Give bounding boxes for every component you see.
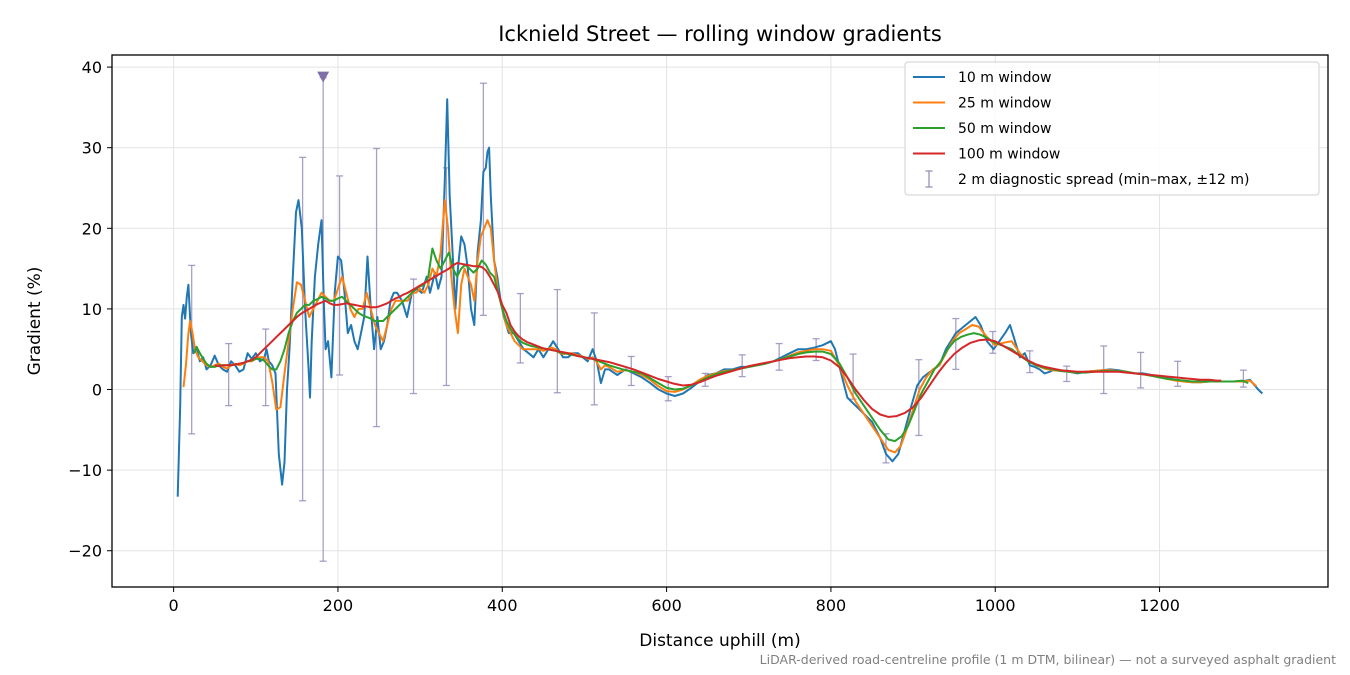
grid <box>112 55 1328 587</box>
plot-frame <box>111 54 1329 588</box>
y-tick-label: −10 <box>68 461 102 480</box>
series-line-10-m-window <box>176 98 1263 497</box>
y-tick-label: 10 <box>82 300 102 319</box>
markers <box>317 71 330 83</box>
y-axis-label: Gradient (%) <box>25 267 45 376</box>
x-tick-label: 200 <box>323 596 354 615</box>
series-lines <box>176 98 1263 497</box>
legend-box <box>904 61 1320 196</box>
series-line-25-m-window <box>182 199 1258 454</box>
x-tick-label: 1200 <box>1139 596 1180 615</box>
y-tick-label: 30 <box>82 139 102 158</box>
x-axis-label: Distance uphill (m) <box>639 631 800 651</box>
y-tick-label: 40 <box>82 58 102 77</box>
legend-label: 100 m window <box>958 147 1060 163</box>
clipped-range-marker <box>317 71 330 83</box>
legend-label: 10 m window <box>958 70 1051 86</box>
x-tick-label: 0 <box>169 596 179 615</box>
axis-ticks: 0 200 400 600 800 1000 1200 −20 −10 0 10 20 30 40 <box>68 58 1180 615</box>
footnote: LiDAR-derived road-centreline profile (1… <box>760 652 1336 667</box>
legend: 10 m window 25 m window 50 m window 100 m w… <box>904 61 1320 196</box>
legend-label: 25 m window <box>958 96 1051 112</box>
series-line-100-m-window <box>214 262 1222 418</box>
chart-title: Icknield Street — rolling window gradien… <box>498 22 942 46</box>
error-bars <box>188 76 1247 562</box>
y-tick-label: −20 <box>68 542 102 561</box>
legend-label: 50 m window <box>958 121 1051 137</box>
plot-area <box>176 76 1263 562</box>
legend-label: 2 m diagnostic spread (min–max, ±12 m) <box>958 172 1249 188</box>
x-tick-label: 400 <box>487 596 518 615</box>
x-tick-label: 600 <box>651 596 682 615</box>
y-tick-label: 20 <box>82 219 102 238</box>
y-tick-label: 0 <box>92 381 102 400</box>
x-tick-label: 1000 <box>975 596 1016 615</box>
x-tick-label: 800 <box>816 596 847 615</box>
